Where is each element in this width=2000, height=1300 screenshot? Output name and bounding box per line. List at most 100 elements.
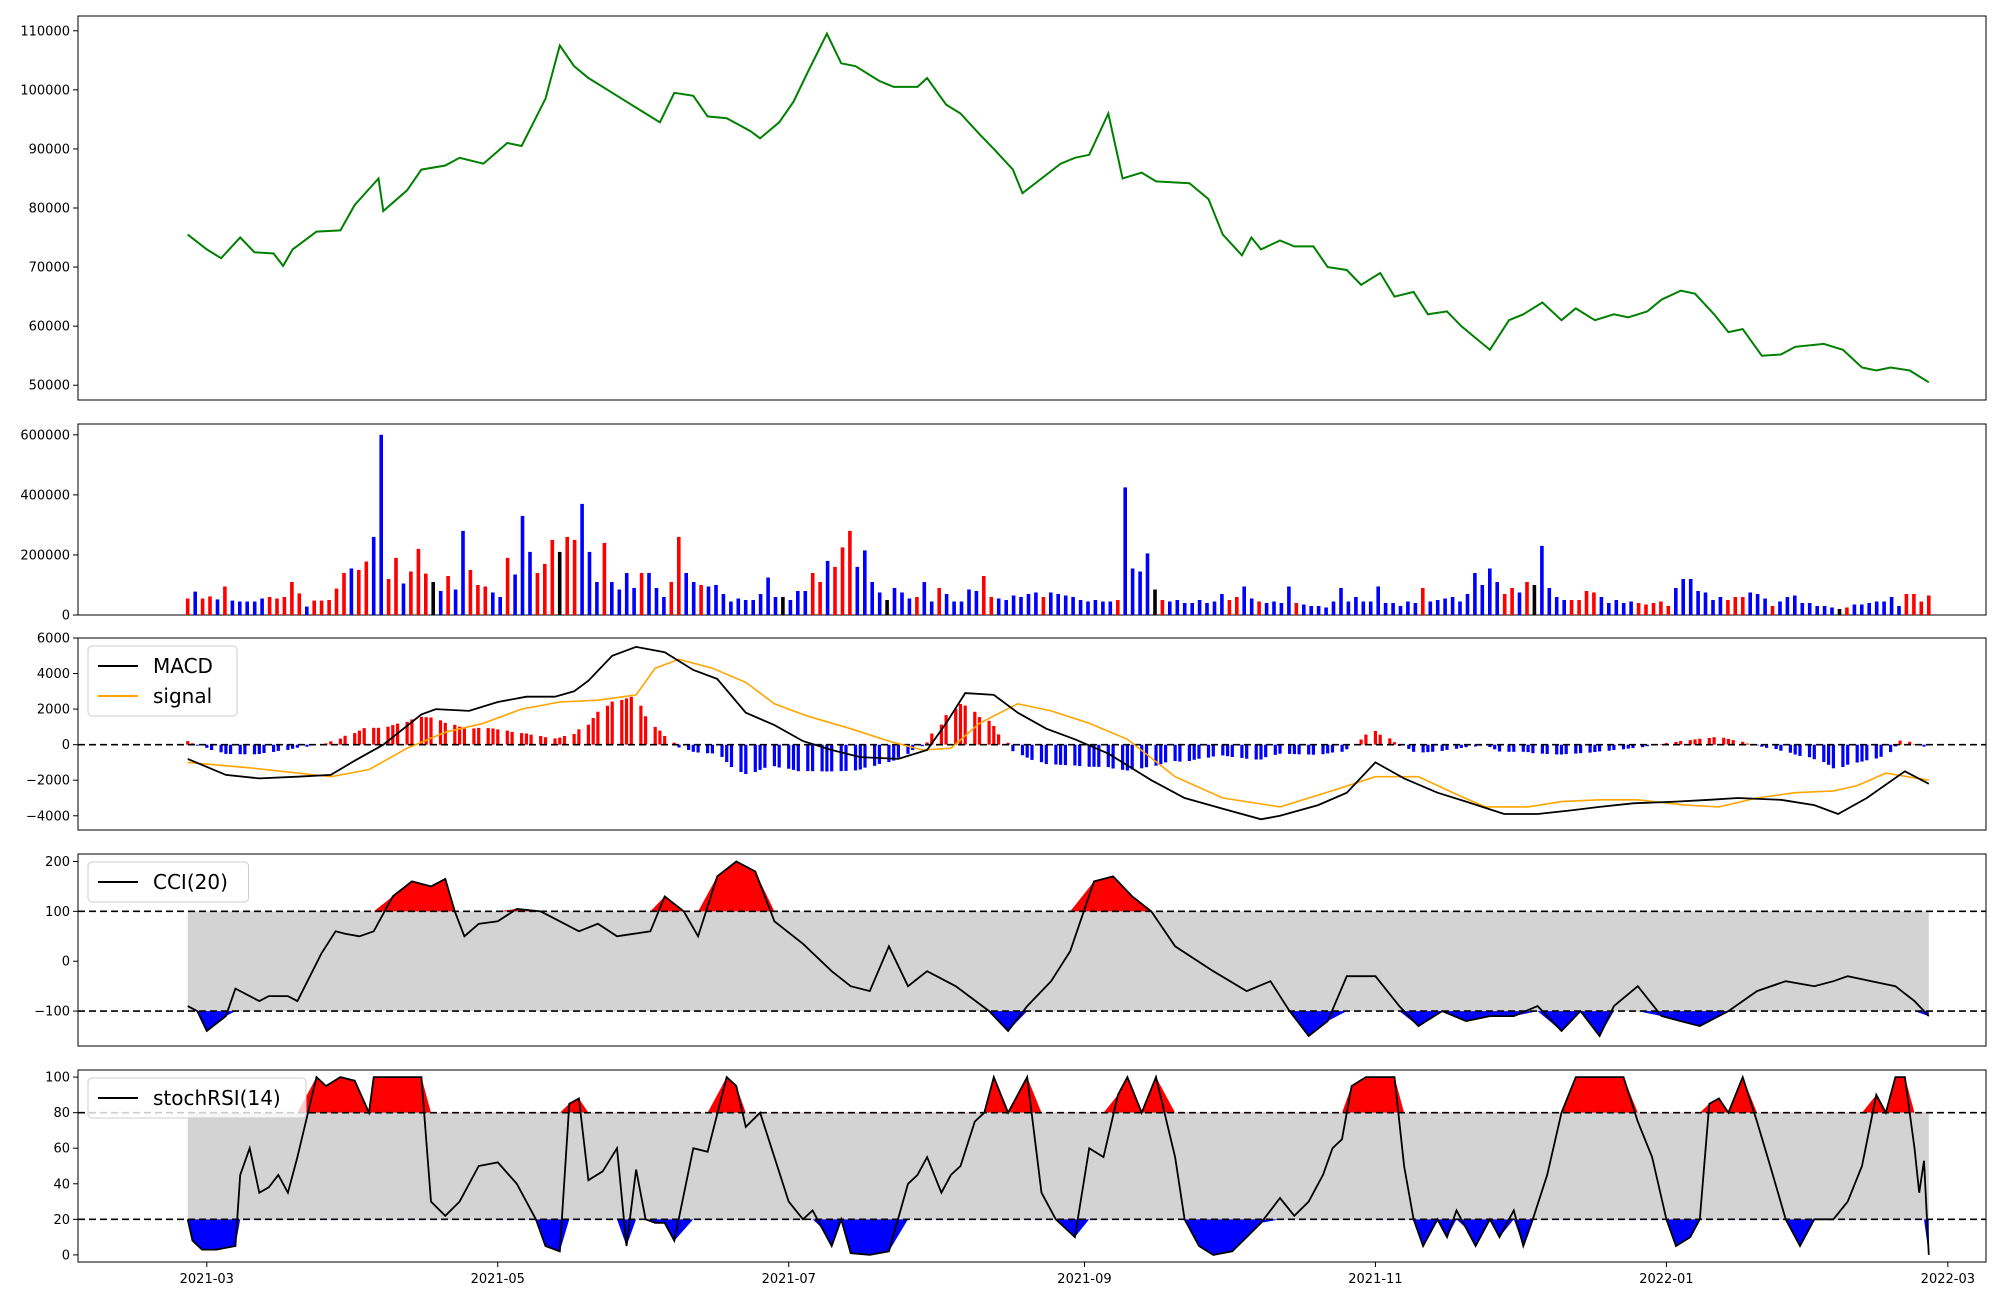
macd-histogram-bar [357,730,361,745]
volume-bar [1123,487,1127,615]
x-tick-label: 2021-09 [1057,1272,1111,1287]
macd-histogram-bar [386,726,390,745]
volume-bar [513,574,517,615]
macd-ytick-label: −2000 [26,774,70,789]
macd-histogram-bar [963,705,967,745]
volume-bar [1681,579,1685,615]
macd-histogram-bar [1164,744,1168,763]
volume-bar [1153,589,1157,615]
volume-bar [855,566,860,615]
volume-bar [275,598,279,615]
price-ytick-label: 70000 [29,261,70,276]
macd-histogram-bar [543,737,548,745]
volume-bar [438,591,443,615]
volume-bar [1391,603,1395,615]
macd-histogram-bar [1063,744,1067,766]
macd-histogram-bar [424,717,428,745]
macd-histogram-bar [1645,744,1649,747]
volume-bar [1331,601,1336,615]
chart-panels: 5000060000700008000090000100000110000020… [20,15,1987,1287]
macd-histogram-bar [1731,740,1735,745]
price-ytick-label: 80000 [29,202,70,217]
volume-bar [1718,597,1723,615]
macd-histogram-bar [1841,744,1845,767]
macd-histogram-bar [1698,738,1702,745]
macd-histogram-bar [1259,744,1263,760]
macd-histogram-bar [1555,744,1559,755]
macd-histogram-bar [529,734,533,745]
macd-histogram-bar [1278,744,1282,754]
macd-panel: −4000 −2000 0 2000 4000 6000 MACD signal [26,632,1987,831]
macd-histogram-bar [1025,744,1029,758]
volume-bar [1421,588,1425,615]
macd-histogram-bar [1078,744,1082,767]
volume-bar [1651,603,1656,615]
macd-histogram-bar [558,737,562,745]
volume-bar [639,573,644,615]
volume-bar [810,573,815,615]
macd-histogram-bar [353,733,357,745]
macd-histogram-bar [1140,744,1144,769]
volume-bar [357,570,361,615]
volume-bar [245,601,249,615]
stochrsi-ytick-label: 20 [53,1213,70,1228]
volume-bar [1867,603,1871,615]
volume-bar [684,573,688,615]
volume-bar [1636,603,1641,615]
macd-histogram-bar [687,744,691,750]
volume-bar [729,601,733,615]
volume-bar [1019,597,1023,615]
volume-bar [1703,592,1708,615]
volume-bar [1086,601,1090,615]
macd-histogram-bar [1507,744,1511,752]
macd-histogram-bar [195,744,199,746]
macd-histogram-bar [1206,744,1211,758]
macd-histogram-bar [1121,744,1125,770]
cci-legend-label: CCI(20) [153,870,228,894]
macd-histogram-bar [1531,744,1535,754]
stochrsi-oversold-fill [187,1219,1929,1255]
volume-bar [1212,601,1217,615]
volume-bar [476,585,480,615]
macd-histogram-bar [491,728,495,745]
volume-bar [1160,600,1165,615]
volume-bar [1554,597,1559,615]
macd-histogram-bar [644,716,648,745]
macd-histogram-bar [1292,744,1296,755]
macd-histogram-bar [1726,738,1730,745]
macd-histogram-bar [1874,744,1878,759]
macd-histogram-bar [405,721,409,745]
macd-histogram-bar [1745,743,1750,745]
volume-bar [319,600,324,615]
macd-legend-box [87,645,238,717]
macd-histogram-bar [1092,744,1096,767]
macd-histogram-bar [777,744,781,768]
macd-histogram-bar [1187,744,1191,761]
price-line [187,31,1930,384]
macd-histogram-bar [257,744,261,754]
volume-bar [1592,592,1596,615]
volume-bar [1569,600,1574,615]
volume-bar [848,530,852,615]
macd-histogram-bar [758,744,762,770]
macd-histogram-bar [1226,744,1230,757]
macd-histogram-bar [1741,741,1745,745]
macd-histogram-bar [672,742,676,745]
macd-histogram-bar [839,744,843,772]
volume-bar [1919,601,1924,615]
macd-histogram-bar [305,744,309,747]
macd-ytick-label: 0 [62,738,70,753]
stochrsi-ytick-label: 100 [45,1071,70,1086]
macd-histogram-bar [1173,744,1177,761]
macd-histogram-bar [1378,734,1382,745]
macd-histogram-bar [362,728,366,745]
macd-histogram-bar [1574,744,1578,754]
volume-bar [1577,600,1581,615]
volume-bar [238,601,242,615]
macd-histogram-bar [1125,744,1129,771]
volume-bar [1502,594,1507,615]
macd-ytick-label: 6000 [37,632,70,647]
macd-histogram-bar [1273,744,1277,755]
volume-bar [1101,601,1105,615]
volume-bar [1302,604,1306,615]
